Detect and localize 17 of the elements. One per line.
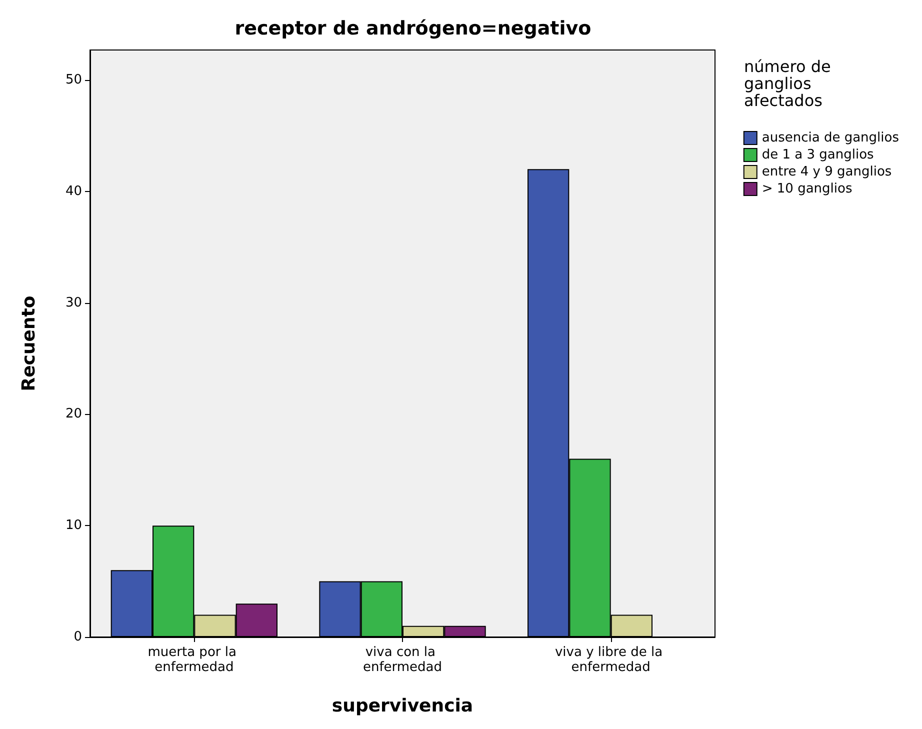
legend-label: ausencia de ganglios [762, 130, 900, 146]
y-axis-title: Recuento [18, 296, 40, 392]
legend-title: número de ganglios afectados [744, 57, 836, 110]
x-axis-title: supervivencia [332, 696, 474, 716]
y-tick-label: 40 [65, 184, 82, 199]
y-tick-label: 50 [65, 72, 82, 88]
legend-label: > 10 ganglios [762, 182, 852, 196]
x-tick-label: viva con la enfermedad [362, 645, 442, 675]
legend-label: entre 4 y 9 ganglios [762, 164, 892, 180]
y-tick-label: 30 [65, 295, 82, 310]
y-tick-label: 10 [65, 518, 82, 534]
chart-title: receptor de andrógeno=negativo [234, 18, 592, 40]
x-tick-label: muerta por la enfermedad [148, 645, 241, 675]
y-tick-label: 20 [65, 406, 82, 422]
legend-label: de 1 a 3 ganglios [762, 148, 874, 162]
x-tick-label: viva y libre de la enfermedad [554, 645, 667, 675]
y-tick-label: 0 [74, 630, 82, 644]
